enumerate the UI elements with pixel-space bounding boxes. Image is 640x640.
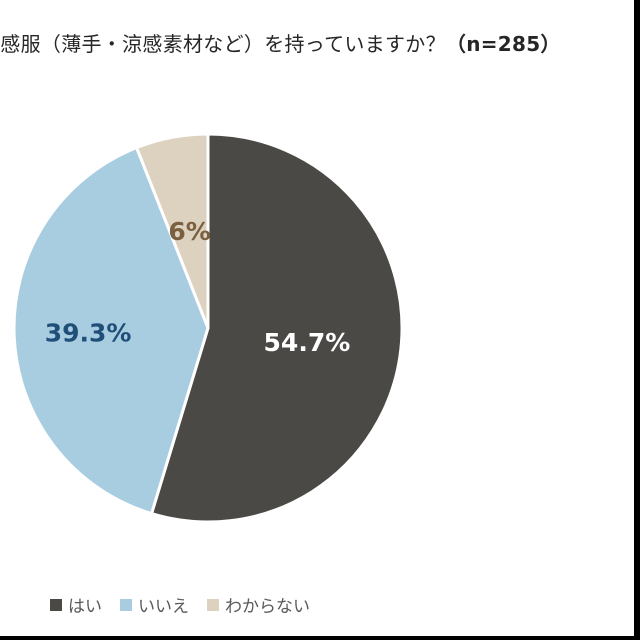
- chart-title-text: 涼感服（薄手・涼感素材など）を持っていますか？: [0, 32, 446, 56]
- data-label-2: 39.3%: [45, 318, 132, 347]
- legend-item-2: いいえ: [120, 592, 189, 617]
- pie-slice-2: [12, 146, 210, 516]
- legend-swatch-1: [50, 598, 62, 611]
- legend-swatch-2: [120, 598, 132, 611]
- chart-sample-size: （n=285）: [445, 32, 561, 56]
- legend-label-3: わからない: [225, 597, 310, 617]
- legend-label-1: はい: [68, 597, 102, 617]
- data-label-1: 54.7%: [264, 328, 351, 357]
- legend-item-1: はい: [50, 592, 102, 617]
- pie-labels: 54.7% 39.3% 6%: [45, 217, 351, 357]
- legend-swatch-3: [207, 598, 219, 611]
- pie-slice-1: [150, 132, 404, 524]
- pie-slice-3: [135, 132, 210, 330]
- pie-slices: [12, 132, 404, 524]
- legend-item-3: わからない: [207, 592, 310, 617]
- data-label-3: 6%: [168, 217, 210, 246]
- chart-legend: はい いいえ わからない: [50, 592, 328, 617]
- legend-label-2: いいえ: [138, 597, 189, 617]
- chart-title: 涼感服（薄手・涼感素材など）を持っていますか？（n=285）: [0, 28, 600, 57]
